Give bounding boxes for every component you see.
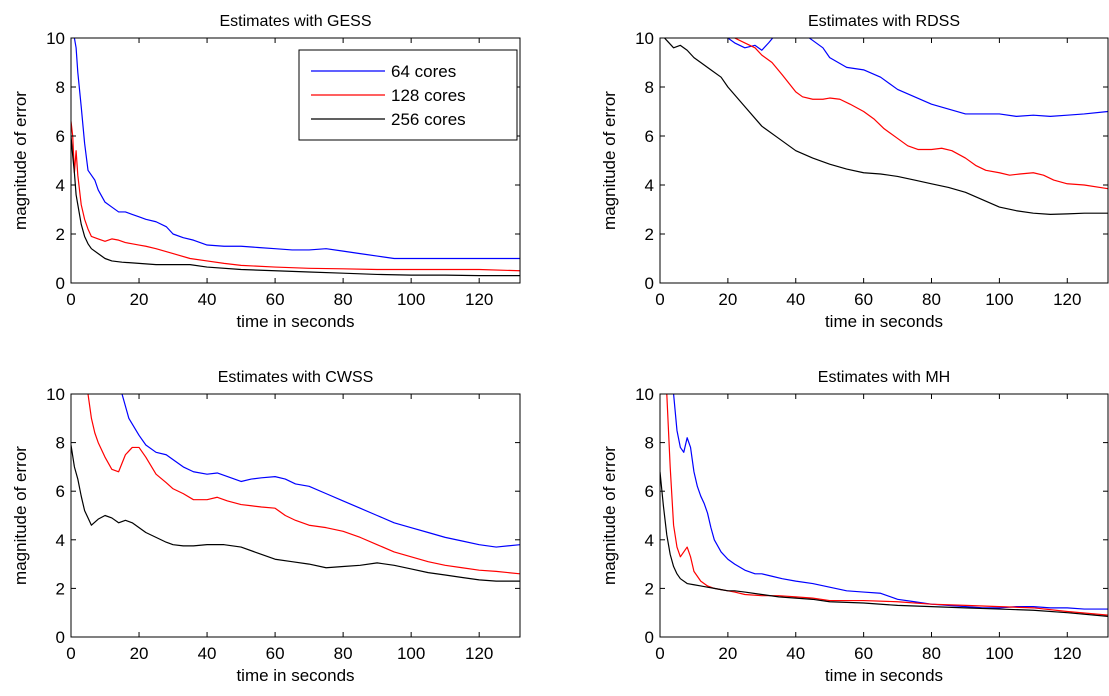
x-tick-label: 0 bbox=[655, 290, 664, 309]
legend-label: 128 cores bbox=[391, 86, 466, 105]
y-tick-label: 10 bbox=[635, 385, 654, 404]
y-tick-label: 2 bbox=[56, 579, 65, 598]
y-tick-label: 8 bbox=[645, 78, 654, 97]
y-tick-label: 8 bbox=[56, 78, 65, 97]
series-line-64-cores bbox=[727, 38, 1108, 118]
y-tick-label: 6 bbox=[645, 482, 654, 501]
subplot-3: 0 20 40 60 80 100 120 0 2 4 6 8 10 Estimates with CWS… bbox=[11, 369, 521, 685]
legend-label: 256 cores bbox=[391, 110, 466, 129]
series-line-128-cores bbox=[87, 394, 520, 575]
y-tick-label: 0 bbox=[56, 274, 65, 293]
y-tick-label: 10 bbox=[46, 29, 65, 48]
x-tick-label: 20 bbox=[718, 644, 737, 663]
y-tick-label: 4 bbox=[56, 176, 65, 195]
x-tick-label: 60 bbox=[854, 644, 873, 663]
axes-frame bbox=[659, 393, 1109, 638]
series-line-256-cores bbox=[660, 471, 1108, 617]
chart-title: Estimates with CWSS bbox=[218, 369, 374, 386]
x-tick-label: 40 bbox=[786, 290, 805, 309]
x-tick-label: 20 bbox=[718, 290, 737, 309]
x-tick-label: 80 bbox=[334, 644, 353, 663]
series-line-256-cores bbox=[71, 444, 520, 582]
subplot-1: 0 20 40 60 80 100 120 0 2 4 6 8 10 Estimates with GES… bbox=[11, 13, 521, 331]
chart-title: Estimates with RDSS bbox=[808, 13, 960, 30]
axes-frame bbox=[70, 37, 521, 284]
y-tick-label: 0 bbox=[56, 628, 65, 647]
y-tick-label: 2 bbox=[645, 225, 654, 244]
x-tick-label: 80 bbox=[922, 644, 941, 663]
x-tick-label: 40 bbox=[198, 644, 217, 663]
y-tick-label: 0 bbox=[645, 628, 654, 647]
legend: 64 cores 128 cores 256 cores bbox=[298, 49, 518, 141]
y-tick-label: 8 bbox=[645, 434, 654, 453]
x-tick-label: 100 bbox=[397, 644, 425, 663]
legend-label: 64 cores bbox=[391, 62, 456, 81]
x-axis-label: time in seconds bbox=[236, 666, 354, 685]
y-axis-label: magnitude of error bbox=[11, 446, 30, 585]
x-tick-label: 60 bbox=[266, 290, 285, 309]
y-tick-label: 0 bbox=[645, 274, 654, 293]
y-tick-label: 6 bbox=[645, 127, 654, 146]
x-tick-label: 120 bbox=[465, 644, 493, 663]
y-tick-label: 6 bbox=[56, 127, 65, 146]
x-tick-label: 20 bbox=[130, 644, 149, 663]
y-tick-label: 2 bbox=[56, 225, 65, 244]
x-axis-label: time in seconds bbox=[825, 312, 943, 331]
x-tick-label: 100 bbox=[397, 290, 425, 309]
y-tick-label: 2 bbox=[645, 579, 654, 598]
y-tick-label: 10 bbox=[635, 29, 654, 48]
series-line-128-cores bbox=[734, 38, 1108, 190]
axes-frame bbox=[70, 393, 521, 638]
x-tick-label: 80 bbox=[334, 290, 353, 309]
y-tick-label: 8 bbox=[56, 434, 65, 453]
subplot-4: 0 20 40 60 80 100 120 0 2 4 6 8 10 Estimates with MH t… bbox=[600, 369, 1109, 685]
x-axis-label: time in seconds bbox=[236, 312, 354, 331]
x-tick-label: 20 bbox=[130, 290, 149, 309]
x-tick-label: 60 bbox=[266, 644, 285, 663]
x-tick-label: 120 bbox=[1053, 290, 1081, 309]
x-tick-label: 0 bbox=[655, 644, 664, 663]
series-line-64-cores bbox=[71, 38, 520, 260]
x-tick-label: 0 bbox=[66, 290, 75, 309]
y-tick-label: 6 bbox=[56, 482, 65, 501]
y-tick-label: 4 bbox=[56, 531, 65, 550]
plot-area bbox=[660, 394, 1108, 637]
plot-area bbox=[71, 394, 520, 637]
chart-title: Estimates with MH bbox=[818, 369, 950, 386]
subplot-2: 0 20 40 60 80 100 120 0 2 4 6 8 10 Estimates with RDS… bbox=[600, 13, 1109, 331]
x-tick-label: 40 bbox=[198, 290, 217, 309]
x-tick-label: 60 bbox=[854, 290, 873, 309]
y-tick-label: 10 bbox=[46, 385, 65, 404]
y-axis-label: magnitude of error bbox=[600, 91, 619, 230]
y-tick-label: 4 bbox=[645, 531, 654, 550]
y-axis-label: magnitude of error bbox=[11, 91, 30, 230]
series-line-128-cores bbox=[666, 394, 1108, 616]
x-tick-label: 120 bbox=[1053, 644, 1081, 663]
x-tick-label: 40 bbox=[786, 644, 805, 663]
y-tick-label: 4 bbox=[645, 176, 654, 195]
plot-area bbox=[660, 38, 1108, 283]
series-line-128-cores bbox=[71, 121, 520, 272]
series-line-64-cores bbox=[121, 394, 520, 548]
y-axis-label: magnitude of error bbox=[600, 446, 619, 585]
x-tick-label: 80 bbox=[922, 290, 941, 309]
axes-frame bbox=[659, 37, 1109, 284]
x-tick-label: 120 bbox=[465, 290, 493, 309]
series-line-64-cores bbox=[672, 394, 1108, 610]
x-tick-label: 100 bbox=[985, 644, 1013, 663]
series-line-256-cores bbox=[663, 38, 1108, 215]
x-tick-label: 0 bbox=[66, 644, 75, 663]
chart-title: Estimates with GESS bbox=[219, 13, 371, 30]
series-line-256-cores bbox=[71, 135, 520, 277]
x-tick-label: 100 bbox=[985, 290, 1013, 309]
x-axis-label: time in seconds bbox=[825, 666, 943, 685]
